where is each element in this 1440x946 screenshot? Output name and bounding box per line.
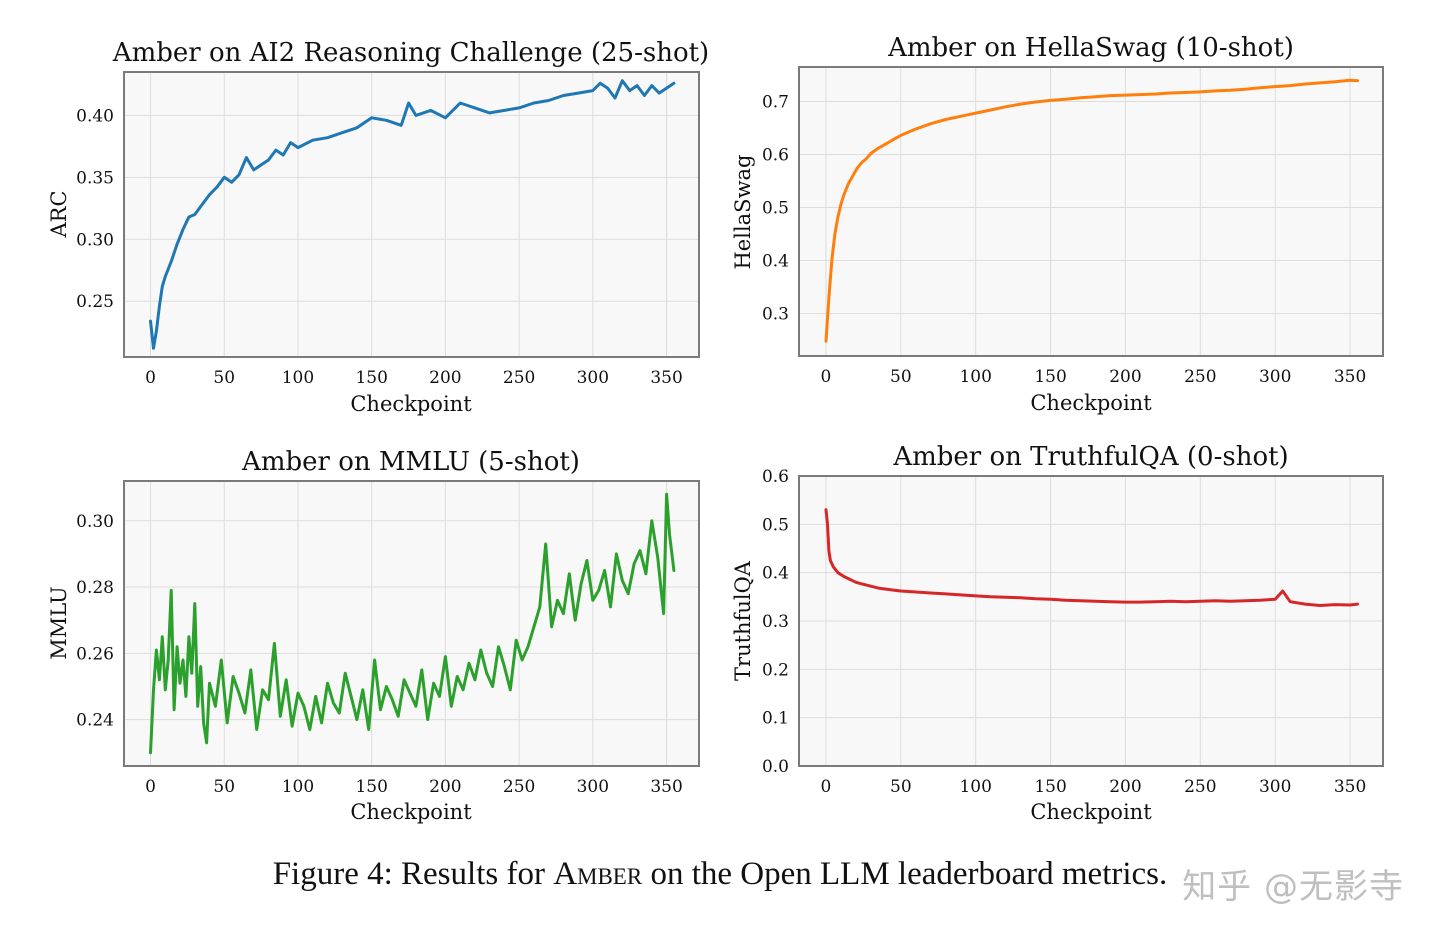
plot-border [123,480,700,767]
gridlines [124,481,699,766]
y-axis-label: MMLU [47,586,71,660]
series-line-truthfulqa [824,508,1359,607]
series-line-arc [149,79,676,350]
series-line-hellaswag [824,78,1359,343]
plot-area [123,71,700,358]
x-tick-label: 250 [1184,367,1216,387]
x-tick-label: 300 [577,368,609,388]
y-axis-label: ARC [47,190,71,238]
x-tick-label: 0 [145,777,156,797]
chart-arc: Amber on AI2 Reasoning Challenge (25-sho… [47,38,709,416]
plot-area [798,66,1384,357]
x-tick-label: 350 [1334,777,1366,797]
y-tick-label: 0.6 [762,145,789,165]
y-tick-label: 0.24 [76,711,114,731]
y-tick-label: 0.5 [762,515,789,535]
x-tick-label: 150 [355,368,387,388]
y-ticks: 0.24 0.26 0.28 0.30 [76,512,114,731]
x-tick-label: 300 [1259,367,1291,387]
x-tick-label: 100 [282,777,314,797]
x-tick-label: 0 [821,777,832,797]
x-ticks: 0 50 100 150 200 250 300 350 [145,368,683,388]
caption-prefix: Figure 4: Results for [272,856,554,892]
x-tick-label: 150 [355,777,387,797]
y-axis-label: HellaSwag [731,154,755,269]
plot-border [798,66,1384,357]
y-tick-label: 0.25 [76,292,114,312]
x-tick-label: 200 [1109,777,1141,797]
x-axis-label: Checkpoint [1030,391,1152,415]
x-tick-label: 300 [577,777,609,797]
plot-border [798,475,1384,767]
x-tick-label: 0 [821,367,832,387]
x-tick-label: 100 [959,367,991,387]
caption-suffix: on the Open LLM leaderboard metrics. [642,856,1168,892]
x-tick-label: 200 [429,777,461,797]
x-tick-label: 50 [890,367,912,387]
x-tick-label: 150 [1034,777,1066,797]
x-tick-label: 100 [959,777,991,797]
y-tick-label: 0.35 [76,168,114,188]
y-tick-label: 0.0 [762,757,789,777]
chart-truthfulqa: Amber on TruthfulQA (0-shot) 0 50 100 150 20… [731,442,1384,824]
y-tick-label: 0.5 [762,199,789,219]
x-tick-label: 50 [890,777,912,797]
x-tick-label: 350 [650,368,682,388]
y-tick-label: 0.3 [762,612,789,632]
x-tick-label: 100 [282,368,314,388]
x-axis-label: Checkpoint [350,800,472,824]
chart-title: Amber on AI2 Reasoning Challenge (25-sho… [112,38,709,68]
x-tick-label: 50 [213,368,235,388]
figure-caption: Figure 4: Results for Amber on the Open … [0,856,1440,893]
y-ticks: 0.0 0.1 0.2 0.3 0.4 0.5 0.6 [762,467,789,777]
caption-model-name: Amber [553,856,643,892]
y-ticks: 0.25 0.30 0.35 0.40 [76,106,114,312]
y-tick-label: 0.1 [762,709,789,729]
y-tick-label: 0.26 [76,644,114,664]
x-tick-label: 200 [429,368,461,388]
gridlines [124,72,699,357]
chart-title: Amber on TruthfulQA (0-shot) [892,442,1288,472]
x-tick-label: 50 [213,777,235,797]
x-tick-label: 300 [1259,777,1291,797]
x-ticks: 0 50 100 150 200 250 300 350 [821,367,1367,387]
x-tick-label: 350 [1334,367,1366,387]
y-tick-label: 0.2 [762,660,789,680]
x-ticks: 0 50 100 150 200 250 300 350 [821,777,1367,797]
chart-hellaswag: Amber on HellaSwag (10-shot) 0 50 100 150 20… [731,33,1384,415]
chart-title: Amber on MMLU (5-shot) [241,447,580,477]
y-tick-label: 0.4 [762,252,789,272]
y-ticks: 0.3 0.4 0.5 0.6 0.7 [762,92,789,324]
chart-mmlu: Amber on MMLU (5-shot) 0 50 100 150 200 250 30… [47,447,700,824]
x-ticks: 0 50 100 150 200 250 300 350 [145,777,683,797]
y-tick-label: 0.4 [762,564,789,584]
x-tick-label: 250 [503,368,535,388]
x-tick-label: 250 [1184,777,1216,797]
gridlines [799,67,1383,356]
y-tick-label: 0.7 [762,92,789,112]
x-tick-label: 150 [1034,367,1066,387]
y-axis-label: TruthfulQA [731,560,755,681]
y-tick-label: 0.30 [76,512,114,532]
x-tick-label: 0 [145,368,156,388]
y-tick-label: 0.40 [76,106,114,126]
chart-title: Amber on HellaSwag (10-shot) [887,33,1294,63]
x-axis-label: Checkpoint [350,392,472,416]
plot-area [123,480,700,767]
y-tick-label: 0.6 [762,467,789,487]
x-tick-label: 350 [650,777,682,797]
y-tick-label: 0.3 [762,305,789,325]
x-tick-label: 250 [503,777,535,797]
series-line-mmlu [149,492,676,755]
y-tick-label: 0.30 [76,230,114,250]
x-axis-label: Checkpoint [1030,800,1152,824]
plot-border [123,71,700,358]
y-tick-label: 0.28 [76,578,114,598]
x-tick-label: 200 [1109,367,1141,387]
